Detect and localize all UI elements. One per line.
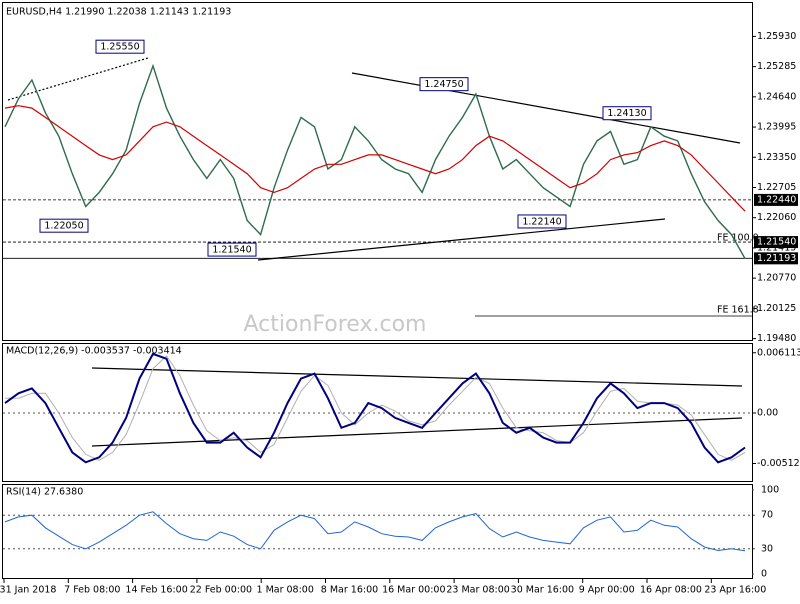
y-tick-label: 0.00: [757, 408, 778, 419]
x-tick-label: 22 Feb 00:00: [190, 585, 252, 596]
pivot-box: [517, 214, 567, 229]
level-badge: [754, 252, 798, 265]
x-tick-label: 23 Apr 16:00: [704, 585, 766, 596]
trendline: [257, 218, 666, 261]
y-tick-label: 0: [761, 569, 767, 580]
y-tick-label: -0.005124: [757, 458, 800, 469]
pivot-box: [419, 77, 469, 92]
series-line: [4, 352, 746, 464]
pivot-box: [207, 242, 257, 257]
watermark: ActionForex.com: [244, 312, 427, 337]
fib-label: FE 161.8: [717, 305, 759, 316]
series-line: [4, 105, 746, 212]
pivot-label: 1.25550: [100, 42, 139, 53]
x-tick-label: 9 Apr 00:00: [579, 585, 635, 596]
level-badge: [754, 236, 798, 249]
pivot-label: 1.24750: [424, 79, 463, 90]
x-tick-label: 30 Mar 16:00: [511, 585, 574, 596]
rsi-title: RSI(14) 27.6380: [6, 487, 83, 498]
price-panel: [2, 2, 753, 341]
x-tick-label: 16 Mar 00:00: [382, 585, 445, 596]
fib-label: FE 100.0: [717, 233, 759, 244]
pivot-box: [602, 106, 652, 121]
y-tick-label: 1.25930: [757, 31, 796, 42]
y-tick-label: 1.22060: [757, 212, 796, 223]
pivot-label: 1.21540: [212, 245, 251, 256]
level-label: 1.21193: [757, 253, 796, 264]
x-tick-label: 16 Apr 08:00: [640, 585, 702, 596]
y-tick-label: 0.006113: [757, 347, 800, 358]
rsi-panel: [2, 484, 753, 579]
series-line: [4, 511, 746, 552]
trendline: [351, 72, 741, 144]
x-tick-label: 8 Mar 16:00: [321, 585, 378, 596]
macd-title: MACD(12,26,9) -0.003537 -0.003414: [6, 346, 182, 357]
level-label: 1.22440: [757, 194, 796, 205]
chart-title: EURUSD,H4 1.21990 1.22038 1.21143 1.2119…: [6, 7, 231, 18]
y-tick-label: 30: [761, 543, 773, 554]
trendline: [91, 417, 743, 447]
y-tick-label: 100: [761, 485, 779, 496]
x-tick-label: 7 Feb 08:00: [64, 585, 120, 596]
x-tick-label: 23 Mar 08:00: [446, 585, 509, 596]
x-tick-label: 31 Jan 2018: [0, 585, 56, 596]
pivot-label: 1.22050: [44, 221, 83, 232]
pivot-box: [95, 39, 145, 54]
y-tick-label: 1.23350: [757, 152, 796, 163]
y-tick-label: 70: [761, 510, 773, 521]
y-tick-label: 1.20770: [757, 273, 796, 284]
x-tick-label: 1 Mar 08:00: [257, 585, 314, 596]
y-tick-label: 1.25285: [757, 61, 796, 72]
y-tick-label: 1.24640: [757, 91, 796, 102]
y-tick-label: 1.22705: [757, 182, 796, 193]
series-line: [5, 355, 746, 461]
pivot-label: 1.24130: [607, 108, 646, 119]
pivot-box: [39, 218, 89, 233]
series-line: [4, 63, 746, 259]
x-tick-label: 14 Feb 16:00: [125, 585, 187, 596]
y-tick-label: 1.20125: [757, 303, 796, 314]
pivot-label: 1.22140: [522, 216, 561, 227]
level-label: 1.21540: [757, 237, 796, 248]
level-badge: [754, 193, 798, 206]
y-tick-label: 1.23995: [757, 122, 796, 133]
trendline: [91, 367, 743, 387]
trendline: [7, 57, 149, 101]
y-tick-label: 1.19480: [757, 333, 796, 344]
trendlines: [7, 57, 752, 447]
